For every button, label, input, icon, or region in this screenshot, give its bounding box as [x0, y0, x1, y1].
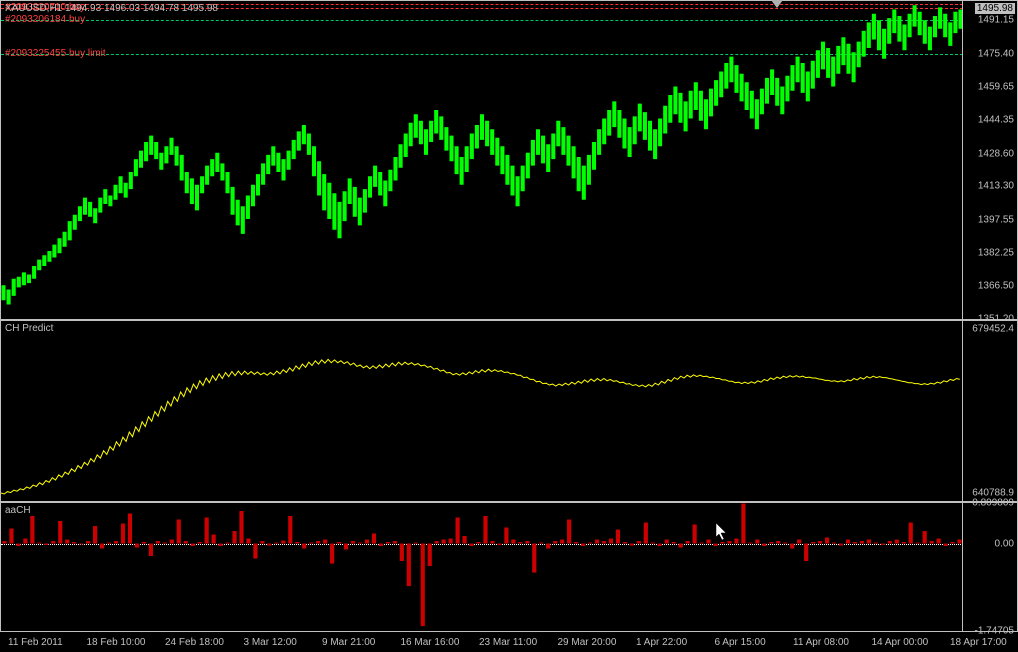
x-tick-label: 29 Mar 20:00: [558, 637, 617, 648]
x-tick-label: 3 Mar 12:00: [244, 637, 297, 648]
x-tick-label: 18 Apr 17:00: [950, 637, 1007, 648]
y-tick-label: 1366.50: [978, 281, 1014, 292]
y-tick-label: 1428.60: [978, 148, 1014, 159]
x-tick-label: 9 Mar 21:00: [322, 637, 375, 648]
main-chart-panel[interactable]: #2093220710 buy#2093206184 buy#209322545…: [0, 0, 1018, 320]
y-tick-label: 1475.40: [978, 48, 1014, 59]
x-tick-label: 23 Mar 11:00: [479, 637, 537, 648]
y-tick-label: 1413.30: [978, 181, 1014, 192]
time-axis: 11 Feb 2011 18 Feb 10:00 24 Feb 18:00 3 Mar…: [0, 632, 962, 650]
y-tick-label: 1397.55: [978, 214, 1014, 225]
ch-predict-series: [1, 321, 963, 501]
aach-panel[interactable]: aaCH0.8098090.00-1.74705: [0, 502, 1018, 632]
x-tick-label: 14 Apr 00:00: [872, 637, 929, 648]
ch-predict-panel[interactable]: CH Predict679452.4640788.9: [0, 320, 1018, 502]
y-tick-label: 1491.15: [978, 14, 1014, 25]
price-series: [1, 1, 963, 319]
entry-arrow-icon: [771, 0, 783, 8]
y-tick-label: -1.74705: [975, 626, 1014, 637]
x-tick-label: 18 Feb 10:00: [87, 637, 146, 648]
ch-predict-y-axis: 679452.4640788.9: [962, 321, 1017, 501]
aach-histogram: [1, 503, 963, 631]
x-tick-label: 16 Mar 16:00: [401, 637, 460, 648]
y-tick-label: 1382.25: [978, 247, 1014, 258]
current-price-box: 1495.98: [975, 3, 1015, 14]
x-tick-label: 24 Feb 18:00: [165, 637, 224, 648]
y-tick-label: 0.809809: [972, 498, 1014, 509]
y-tick-label: 1459.65: [978, 82, 1014, 93]
main-y-axis: 1351.201366.501382.251397.551413.301428.…: [962, 1, 1017, 319]
y-tick-label: 679452.4: [972, 324, 1014, 335]
y-tick-label: 0.00: [995, 538, 1014, 549]
x-tick-label: 1 Apr 22:00: [636, 637, 687, 648]
aach-y-axis: 0.8098090.00-1.74705: [962, 503, 1017, 631]
x-tick-label: 6 Apr 15:00: [715, 637, 766, 648]
x-tick-label: 11 Apr 08:00: [793, 637, 849, 648]
x-tick-label: 11 Feb 2011: [8, 637, 63, 648]
y-tick-label: 1444.35: [978, 114, 1014, 125]
